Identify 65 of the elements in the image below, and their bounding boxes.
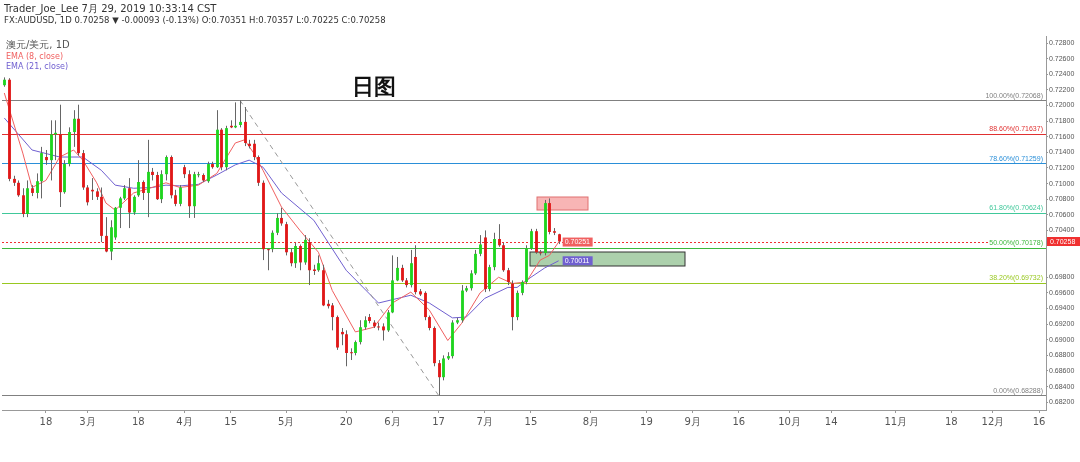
candlestick (479, 234, 482, 257)
x-tick-label: 3月 (79, 415, 96, 427)
candlestick (142, 179, 145, 201)
x-tick-label: 19 (640, 415, 653, 427)
candlestick (470, 269, 473, 292)
candlestick (535, 228, 538, 255)
candlestick (276, 212, 279, 236)
x-tick-label: 9月 (684, 415, 701, 427)
x-tick-label: 14 (824, 415, 838, 427)
candlestick (179, 184, 182, 207)
candlestick (253, 139, 256, 161)
x-tick-label: 15 (224, 415, 238, 427)
x-tick-label: 18 (131, 415, 145, 427)
text: Trader_Joe_Lee 7月 29, 2019 10:33:14 CST (4, 2, 217, 16)
candlestick (359, 319, 362, 345)
x-tick-label: 15 (524, 415, 538, 427)
candlestick (438, 359, 441, 396)
candlestick (137, 159, 140, 198)
candlestick (133, 194, 136, 216)
candlestick (165, 154, 168, 181)
candlestick (271, 229, 274, 253)
x-tick-label: 7月 (476, 415, 493, 427)
x-tick-label: 8月 (582, 415, 600, 427)
x-tick-label: 18 (944, 415, 958, 427)
candlestick (410, 249, 413, 288)
text: 日图 (352, 73, 396, 101)
x-tick-label: 11月 (884, 415, 908, 427)
candlestick (331, 302, 334, 331)
candlestick (345, 329, 348, 367)
candlestick (350, 347, 353, 361)
candlestick (304, 234, 307, 266)
candlestick (73, 109, 76, 148)
candlestick (36, 172, 39, 199)
candlestick (267, 247, 270, 271)
x-tick-label: 16 (1032, 415, 1046, 427)
candlestick (22, 187, 25, 218)
candlestick (207, 161, 210, 184)
candlestick (387, 309, 390, 333)
candlestick (299, 243, 302, 271)
text: FX:AUDUSD, 1D 0.70258 ▼ -0.00093 (-0.13%) O:0.70351 H:0.70357 L:0.70225 C:0.70258 (4, 15, 386, 25)
candlestick (474, 249, 477, 276)
candlestick (488, 264, 491, 292)
candlestick (244, 106, 247, 147)
x-tick-label: 16 (732, 415, 746, 427)
text: EMA (8, close) (6, 52, 63, 61)
text: EMA (21, close) (6, 62, 69, 71)
x-tick-label: 6月 (384, 415, 401, 427)
x-tick-label: 10月 (778, 415, 801, 427)
chart-subtitle: 澳元/美元, 1D (6, 38, 70, 52)
candlestick (147, 139, 150, 218)
x-tick-label: 17 (432, 415, 445, 427)
candlestick (530, 228, 533, 251)
candlestick (119, 196, 122, 229)
candlestick (498, 223, 501, 248)
candlestick (396, 256, 399, 282)
x-tick-label: 18 (39, 415, 53, 427)
candlestick (239, 99, 242, 128)
candlestick (86, 184, 89, 206)
x-tick-label: 12月 (981, 415, 1005, 427)
candlestick (442, 354, 445, 381)
x-tick-label: 4月 (176, 415, 193, 427)
candlestick (294, 242, 297, 269)
x-tick-label: 20 (339, 415, 353, 427)
candlestick (105, 216, 108, 253)
x-tick-label: 5月 (277, 415, 295, 427)
